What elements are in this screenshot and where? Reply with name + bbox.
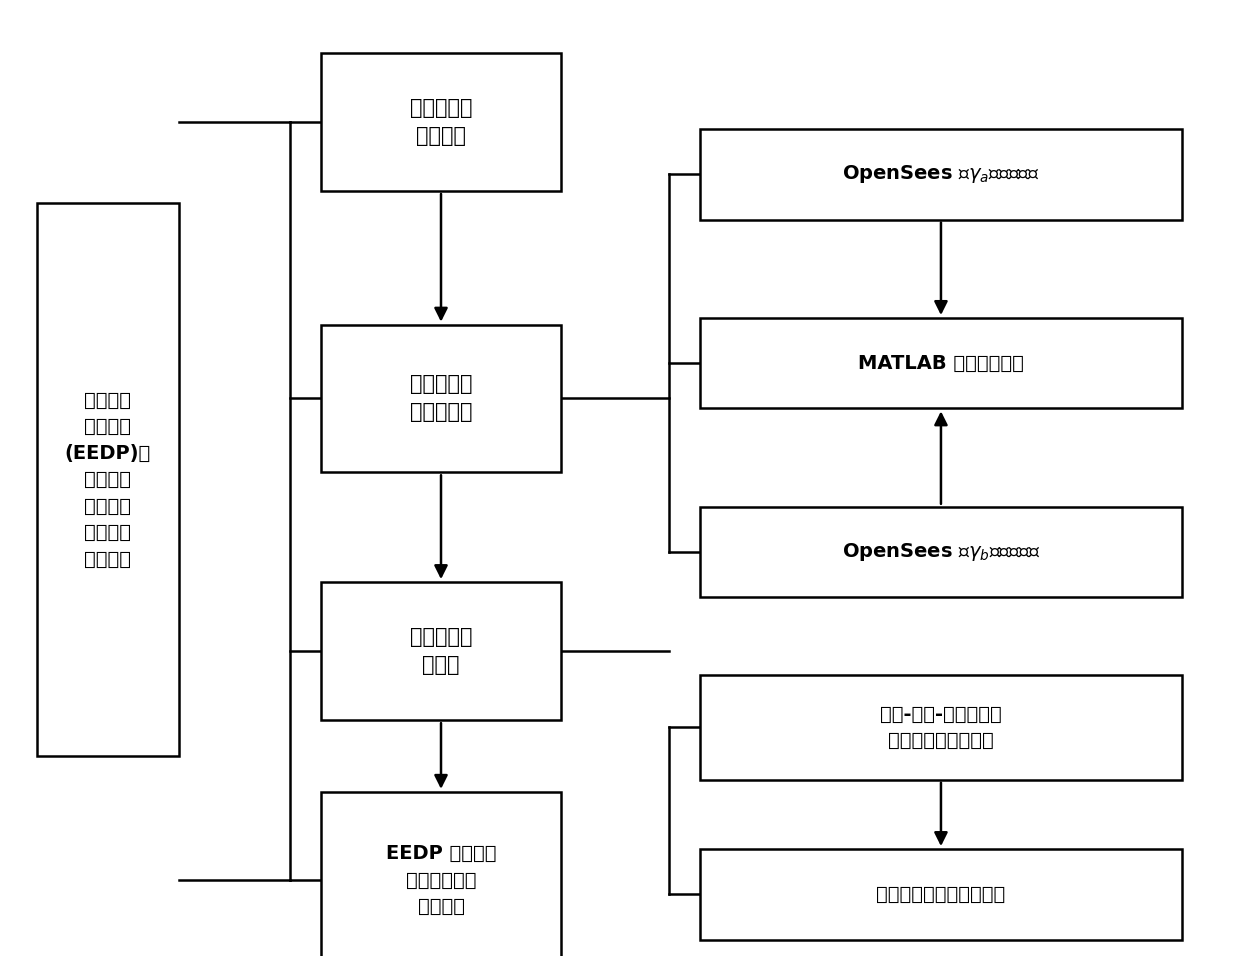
- Bar: [701, 849, 1182, 940]
- Text: 能量平衡系
数计算模块: 能量平衡系 数计算模块: [409, 374, 472, 423]
- Bar: [701, 317, 1182, 409]
- Text: 支座滑动后刚度求解模块: 支座滑动后刚度求解模块: [877, 885, 1006, 903]
- Text: EEDP 设计值和
时程分析结果
对比模块: EEDP 设计值和 时程分析结果 对比模块: [386, 844, 496, 916]
- Bar: [37, 203, 179, 756]
- Bar: [321, 582, 562, 720]
- Bar: [701, 675, 1182, 780]
- Bar: [321, 324, 562, 473]
- Text: MATLAB 匹配拟合模块: MATLAB 匹配拟合模块: [858, 354, 1024, 373]
- Bar: [321, 53, 562, 191]
- Text: 设计参数计
算模块: 设计参数计 算模块: [409, 627, 472, 675]
- Bar: [701, 506, 1182, 597]
- Bar: [321, 792, 562, 959]
- Bar: [701, 129, 1182, 220]
- Text: 地震反应谱
转换模块: 地震反应谱 转换模块: [409, 98, 472, 146]
- Text: 梁体-支座-桥墩双自由
度第一振型求解模块: 梁体-支座-桥墩双自由 度第一振型求解模块: [880, 705, 1002, 750]
- Text: OpenSees 中$\gamma_b$的计算模块: OpenSees 中$\gamma_b$的计算模块: [842, 541, 1040, 563]
- Text: OpenSees 中$\gamma_a$的计算模块: OpenSees 中$\gamma_a$的计算模块: [842, 163, 1040, 185]
- Text: 基于能量
平衡原理
(EEDP)的
高速铁路
减隔震桥
梁性能化
设计系统: 基于能量 平衡原理 (EEDP)的 高速铁路 减隔震桥 梁性能化 设计系统: [64, 390, 151, 569]
